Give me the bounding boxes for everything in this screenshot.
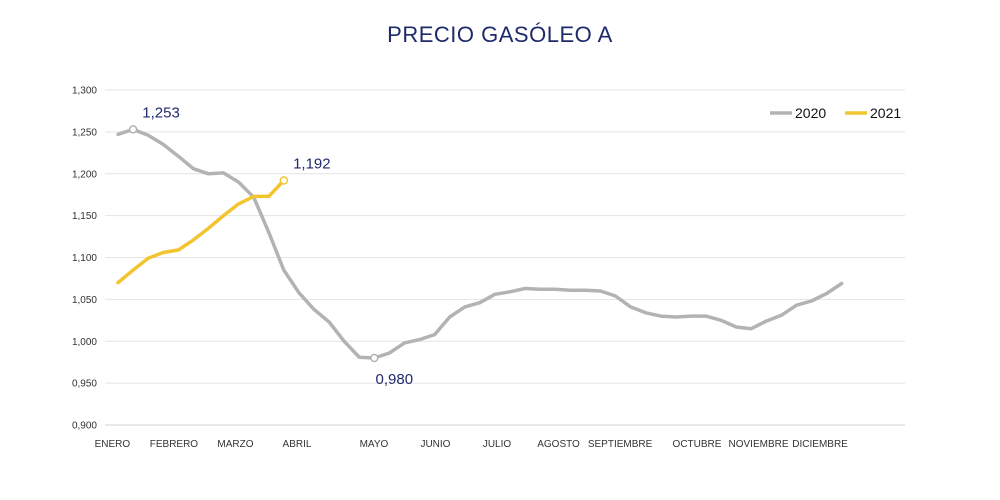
x-tick-label: FEBRERO [150,439,199,450]
x-tick-label: MARZO [217,439,253,450]
x-tick-label: SEPTIEMBRE [588,439,653,450]
grid-lines [105,89,905,426]
series-lines [116,127,844,360]
data-label: 0,980 [376,371,414,388]
x-tick-label: AGOSTO [537,439,580,450]
y-tick-label: 1,100 [72,253,97,264]
x-tick-label: DICIEMBRE [792,439,848,450]
x-tick-label: ENERO [95,439,131,450]
data-labels: 1,253 0,980 1,192 [142,104,413,388]
chart-title: PRECIO GASÓLEO A [387,22,613,47]
data-marker [279,176,289,185]
x-axis-ticks: ENERO FEBRERO MARZO ABRIL MAYO JUNIO JULIO AGOS… [95,439,849,450]
x-tick-label: NOVIEMBRE [729,439,789,450]
y-tick-label: 0,900 [72,421,97,432]
y-tick-label: 1,000 [72,337,97,348]
y-tick-label: 1,150 [72,211,97,222]
legend: 2020 2021 [770,105,901,121]
x-tick-label: ABRIL [283,439,312,450]
data-marker [128,125,138,134]
data-marker [370,353,379,363]
y-tick-label: 1,300 [72,86,97,97]
data-markers [128,125,379,363]
legend-label: 2021 [870,105,901,121]
series-line-2021 [116,178,286,285]
y-axis-ticks: 0,900 0,950 1,000 1,050 1,100 1,150 1,200 1,250… [72,86,97,432]
series-line-2020 [116,127,844,360]
y-tick-label: 1,200 [72,169,97,180]
x-tick-label: OCTUBRE [673,439,722,450]
data-label: 1,192 [293,155,331,172]
x-tick-label: JUNIO [420,439,450,450]
y-tick-label: 0,950 [72,379,97,390]
y-tick-label: 1,050 [72,295,97,306]
x-tick-label: JULIO [483,439,512,450]
x-tick-label: MAYO [360,439,389,450]
data-label: 1,253 [142,104,180,121]
legend-label: 2020 [795,105,826,121]
y-tick-label: 1,250 [72,127,97,138]
